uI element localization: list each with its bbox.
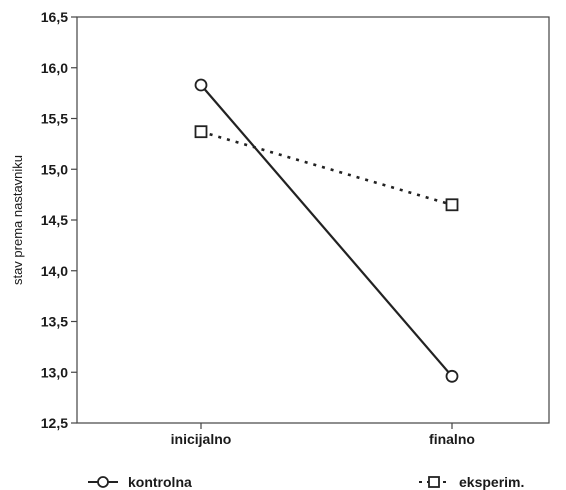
series-layer: [194, 78, 459, 383]
y-tick-label: 16,0: [41, 60, 68, 76]
series-line-1: [200, 130, 453, 207]
y-tick-label: 13,5: [41, 314, 68, 330]
legend: kontrolna eksperim.: [88, 474, 524, 490]
y-tick-label: 15,0: [41, 161, 68, 177]
y-tick-label: 12,5: [41, 415, 68, 431]
y-tick-label: 14,5: [41, 212, 68, 228]
y-tick-label: 15,5: [41, 111, 68, 127]
legend-marker-square: [428, 476, 440, 488]
x-axis-ticks: inicijalno finalno: [171, 423, 475, 447]
y-tick-label: 13,0: [41, 364, 68, 380]
legend-label-1: eksperim.: [459, 474, 524, 490]
y-tick-label: 14,0: [41, 263, 68, 279]
legend-label-0: kontrolna: [128, 474, 192, 490]
legend-marker-circle: [97, 476, 109, 488]
plot-frame: [76, 16, 550, 424]
data-point-circle: [445, 369, 459, 383]
y-axis-title: stav prema nastavniku: [10, 155, 25, 285]
y-tick-label: 16,5: [41, 9, 68, 25]
data-point-square: [194, 125, 208, 139]
x-tick-label: finalno: [429, 431, 475, 447]
data-point-square: [445, 198, 459, 212]
data-point-circle: [194, 78, 208, 92]
x-tick-label: inicijalno: [171, 431, 232, 447]
series-line-0: [200, 84, 453, 378]
y-axis-ticks: 12,5 13,0 13,5 14,0 14,5 15,0 15,5 16,0 16,5: [41, 9, 77, 431]
